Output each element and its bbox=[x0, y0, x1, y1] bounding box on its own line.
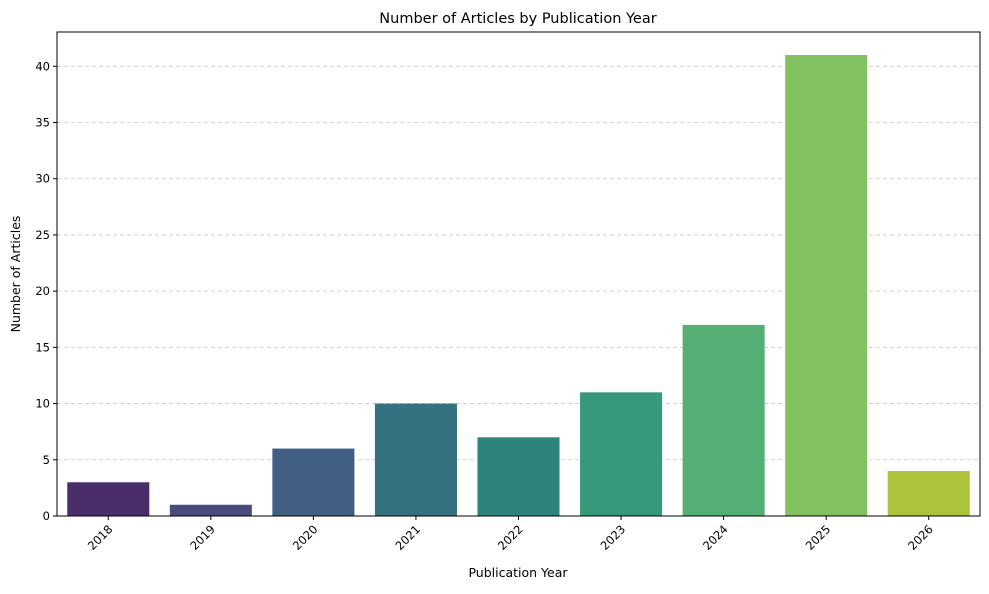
y-tick-label: 10 bbox=[35, 397, 50, 411]
x-tick-label: 2019 bbox=[187, 522, 218, 553]
y-tick-label: 40 bbox=[35, 59, 50, 73]
y-axis-ticks: 0 5 10 15 20 25 30 35 40 bbox=[35, 59, 57, 523]
x-tick-label: 2023 bbox=[598, 522, 629, 553]
bar-2026 bbox=[887, 471, 970, 516]
y-tick-label: 0 bbox=[43, 509, 50, 523]
chart-title: Number of Articles by Publication Year bbox=[379, 11, 656, 27]
x-tick-label: 2020 bbox=[290, 522, 321, 553]
x-tick-label: 2018 bbox=[85, 522, 116, 553]
y-axis-label: Number of Articles bbox=[8, 216, 23, 333]
bar-2020 bbox=[272, 448, 355, 516]
bar-2018 bbox=[67, 482, 150, 516]
x-tick-label: 2022 bbox=[495, 522, 526, 553]
y-tick-label: 35 bbox=[35, 116, 50, 130]
bars bbox=[67, 55, 970, 517]
x-tick-label: 2025 bbox=[803, 522, 834, 553]
x-axis-ticks: 2018 2019 2020 2021 2022 2023 2024 2025 2026 bbox=[85, 516, 936, 553]
bar-2022 bbox=[477, 437, 560, 516]
bar-2024 bbox=[682, 324, 765, 516]
y-tick-label: 20 bbox=[35, 284, 50, 298]
x-axis-label: Publication Year bbox=[468, 565, 568, 580]
x-tick-label: 2024 bbox=[700, 522, 731, 553]
bar-2023 bbox=[580, 392, 663, 516]
bar-2021 bbox=[374, 403, 457, 516]
y-tick-label: 25 bbox=[35, 228, 50, 242]
bar-2025 bbox=[785, 55, 868, 517]
x-tick-label: 2026 bbox=[905, 522, 936, 553]
y-tick-label: 30 bbox=[35, 172, 50, 186]
y-tick-label: 5 bbox=[43, 453, 50, 467]
bar-2019 bbox=[169, 504, 252, 516]
x-tick-label: 2021 bbox=[392, 522, 423, 553]
y-tick-label: 15 bbox=[35, 340, 50, 354]
